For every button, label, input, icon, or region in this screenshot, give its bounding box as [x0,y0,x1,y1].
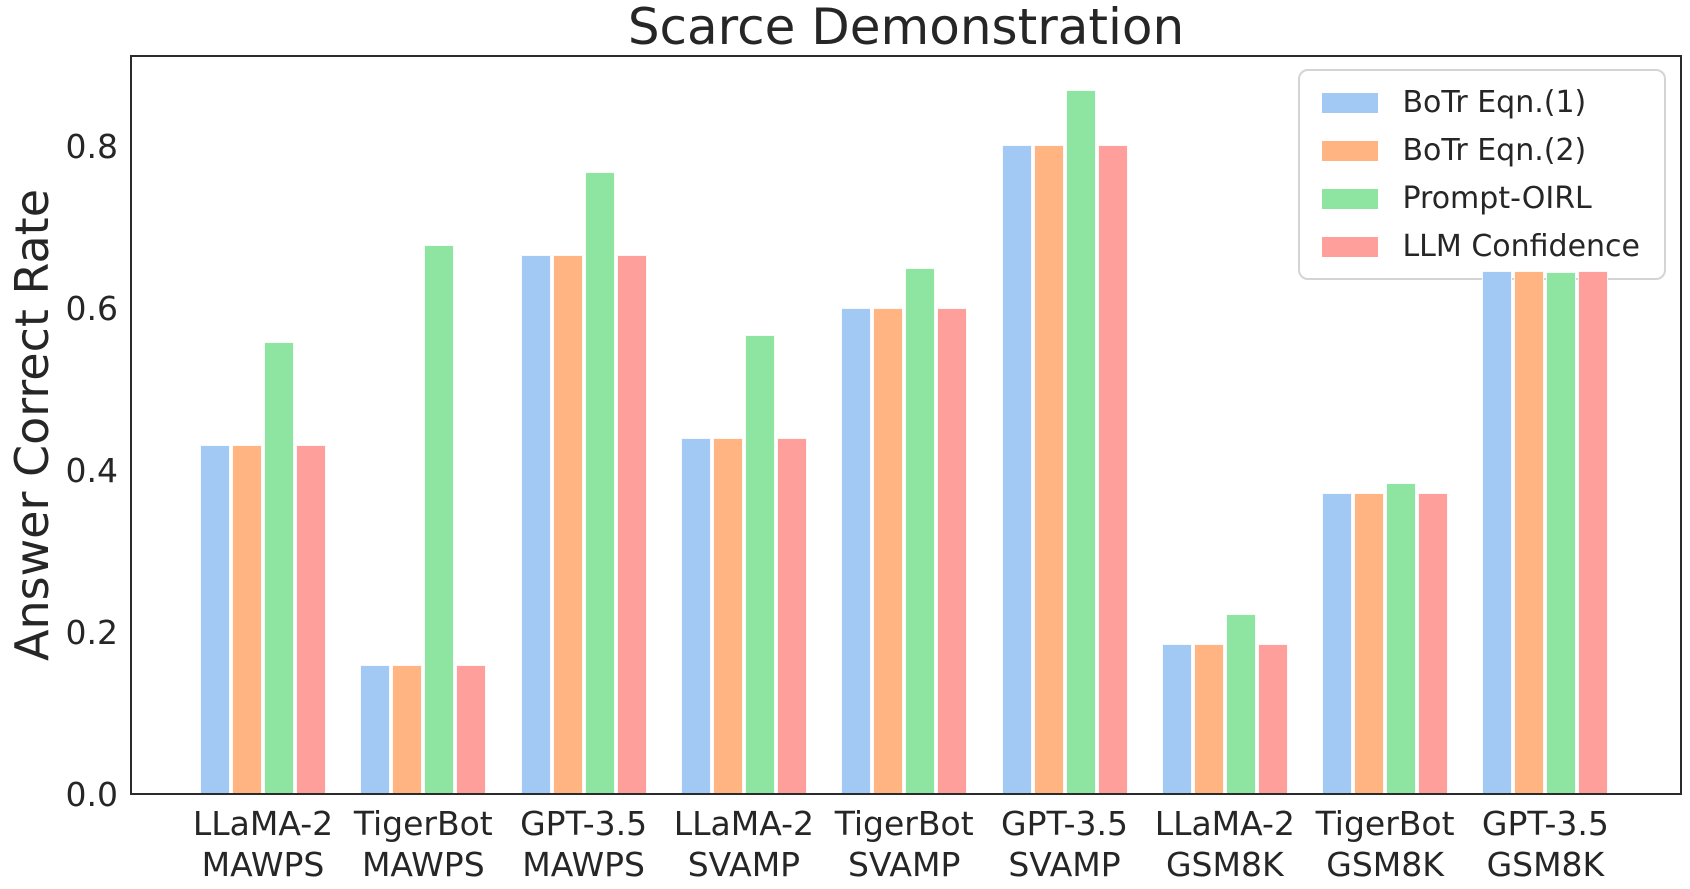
bar-group-3 [520,172,647,793]
x-tick-label: LLaMA-2 SVAMP [673,804,814,884]
bar [937,308,968,793]
legend-swatch-icon [1322,188,1379,209]
bar [584,172,615,793]
bar [1225,614,1256,793]
legend-item: BoTr Eqn.(2) [1322,133,1640,168]
y-tick-label: 0.6 [65,289,118,329]
legend-item: LLM Confidence [1322,229,1640,264]
bar [1354,493,1385,793]
bar [456,665,487,793]
x-tick-label: TigerBot SVAMP [834,804,974,884]
x-tick-label: TigerBot GSM8K [1315,804,1455,884]
bar [1257,644,1288,793]
bar [424,245,455,793]
x-tick-label: TigerBot MAWPS [353,804,493,884]
bar-group-8 [1322,483,1449,793]
bar-group-4 [680,335,807,793]
bar [392,665,423,793]
chart-title: Scarce Demonstration [627,0,1185,56]
bar [520,255,551,793]
legend-swatch-icon [1322,140,1379,161]
bar [1386,483,1417,793]
x-tick-label: GPT-3.5 MAWPS [520,804,648,884]
legend-item: Prompt-OIRL [1322,181,1640,216]
bar [841,308,872,793]
bar-group-5 [841,268,968,793]
bar [1322,493,1353,793]
bar [776,438,807,793]
legend-label: Prompt-OIRL [1402,181,1592,216]
legend-label: BoTr Eqn.(1) [1402,85,1587,120]
x-tick-label: GPT-3.5 GSM8K [1481,804,1609,884]
bar [680,438,711,793]
x-tick-label: LLaMA-2 MAWPS [192,804,334,884]
bar [873,308,904,793]
y-tick-label: 0.8 [65,127,118,167]
bar [1418,493,1449,793]
bar [552,255,583,793]
y-tick-label: 0.0 [65,775,118,814]
legend-item: BoTr Eqn.(1) [1322,85,1640,120]
bar [1065,90,1096,793]
bar [1482,271,1513,793]
bar-group-9 [1482,271,1609,793]
bar-group-1 [200,342,326,793]
legend-swatch-icon [1322,92,1379,113]
bar-group-2 [360,245,487,793]
bar [1033,145,1064,793]
bar [1193,644,1224,793]
legend-swatch-icon [1322,236,1379,257]
legend: BoTr Eqn.(1) BoTr Eqn.(2) Prompt-OIRL LLM C… [1298,69,1666,280]
legend-label: LLM Confidence [1402,229,1640,264]
bar [1001,145,1032,793]
bar [296,445,326,793]
legend-label: BoTr Eqn.(2) [1402,133,1587,168]
bar-group-6 [1001,90,1128,793]
bar [905,268,936,793]
bar [200,445,230,793]
y-tick-label: 0.4 [65,451,118,491]
bar [360,665,391,793]
x-tick-label: LLaMA-2 GSM8K [1154,804,1295,884]
bar [712,438,743,793]
bar [616,255,647,793]
y-tick-label: 0.2 [65,613,118,653]
bar-group-7 [1161,614,1288,793]
y-axis-label: Answer Correct Rate [5,188,59,662]
bar [1578,271,1609,793]
bar [1161,644,1192,793]
plot-area: BoTr Eqn.(1) BoTr Eqn.(2) Prompt-OIRL LLM C… [130,55,1682,795]
bar [232,445,262,793]
bar [1514,271,1545,793]
bar [744,335,775,793]
bar [1097,145,1128,793]
x-tick-label: GPT-3.5 SVAMP [1001,804,1128,884]
bar [1546,272,1577,793]
bar [264,342,294,793]
